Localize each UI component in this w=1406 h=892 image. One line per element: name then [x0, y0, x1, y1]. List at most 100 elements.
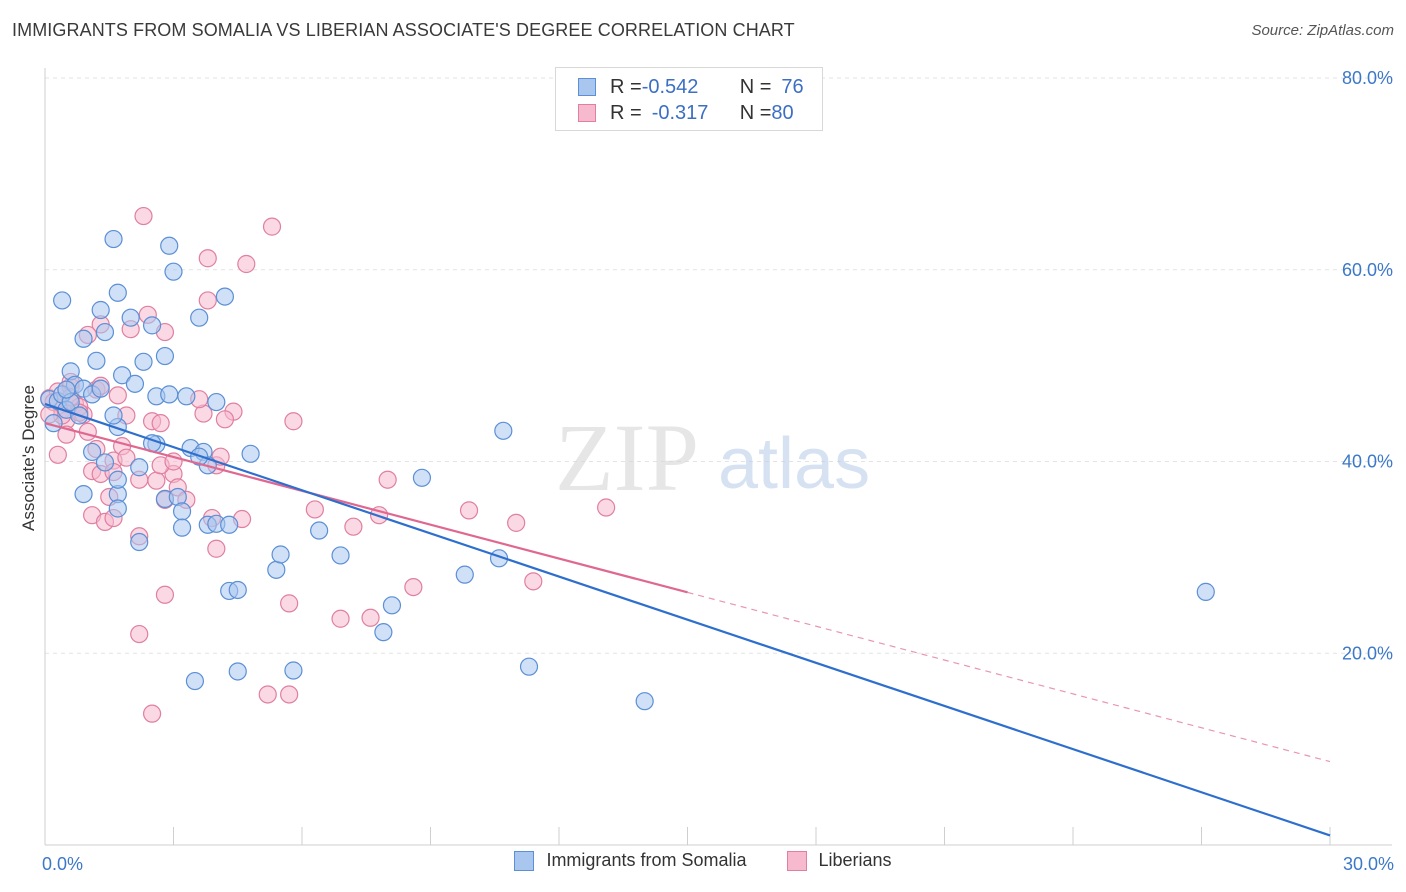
somalia-point [172, 518, 192, 537]
somalia-point [91, 300, 110, 320]
legend-item-somalia: Immigrants from Somalia [514, 850, 747, 871]
somalia-point [95, 322, 115, 342]
somalia-point [104, 229, 123, 249]
somalia-point [57, 380, 76, 399]
liberian-point [404, 577, 423, 597]
liberian-point [151, 414, 170, 433]
stats-row-somalia: R = -0.542 N = 76 [578, 74, 804, 100]
watermark: ZIP atlas [555, 404, 870, 511]
liberian-point [262, 217, 282, 236]
liberian-point [331, 609, 350, 628]
somalia-point [635, 692, 654, 711]
somalia-point [74, 329, 93, 348]
y-axis-label: Associate's Degree [19, 385, 38, 531]
somalia-point [160, 385, 179, 404]
n-label: N = [739, 101, 772, 124]
liberian-point [524, 572, 543, 591]
somalia-swatch [578, 78, 596, 96]
stats-legend: R = -0.542 N = 76 R = -0.317 N = 80 [555, 67, 823, 131]
somalia-point [284, 661, 303, 680]
series-legend: Immigrants from Somalia Liberians [0, 850, 1406, 871]
grid-lines [45, 77, 1392, 654]
somalia-point [91, 379, 110, 398]
somalia-point [164, 262, 183, 281]
somalia-points [40, 229, 1215, 711]
liberian-point [597, 498, 616, 517]
legend-label-somalia: Immigrants from Somalia [546, 850, 747, 870]
liberian-point [215, 410, 234, 429]
somalia-point [374, 623, 393, 642]
somalia-point [134, 352, 153, 371]
liberian-swatch [578, 104, 596, 122]
liberian-point [130, 624, 149, 644]
somalia-point [108, 499, 127, 518]
somalia-point [412, 468, 432, 487]
watermark-zip: ZIP [555, 404, 699, 511]
n-value: 76 [781, 75, 804, 98]
somalia-point [177, 387, 196, 406]
somalia-point [172, 502, 192, 521]
somalia-point [331, 546, 350, 565]
somalia-point [142, 316, 162, 335]
liberian-point [378, 470, 397, 489]
r-label: R = [610, 75, 642, 98]
somalia-point [228, 580, 247, 600]
liberian-trend-line-extension [687, 591, 1331, 763]
axes [44, 68, 1392, 846]
somalia-point [155, 346, 175, 366]
liberian-point [237, 254, 256, 274]
liberian-point [344, 517, 363, 536]
tick-labels: 20.0% 40.0% 60.0% 80.0% 0.0% 30.0% [42, 68, 1394, 874]
liberian-point [48, 445, 67, 464]
chart-title: IMMIGRANTS FROM SOMALIA VS LIBERIAN ASSO… [12, 20, 795, 40]
liberian-point [155, 585, 175, 604]
somalia-point [185, 671, 205, 691]
liberian-point [280, 594, 299, 613]
somalia-point [494, 421, 513, 440]
stats-row-liberian: R = -0.317 N = 80 [578, 100, 794, 126]
liberian-point [305, 500, 324, 519]
somalia-point [190, 308, 209, 327]
liberian-point [147, 471, 166, 490]
somalia-point [53, 291, 72, 310]
liberian-point [117, 448, 136, 467]
x-tick-label: 0.0% [42, 854, 83, 874]
y-tick-label: 80.0% [1342, 68, 1393, 88]
somalia-point [112, 366, 132, 385]
liberian-point [284, 412, 303, 431]
liberian-point [198, 249, 217, 268]
somalia-point [121, 308, 140, 327]
somalia-point [83, 442, 102, 462]
x-tick-label: 30.0% [1343, 854, 1394, 874]
source-label: Source: ZipAtlas.com [1251, 22, 1394, 39]
somalia-point [1196, 582, 1215, 601]
n-value: 80 [771, 101, 794, 124]
somalia-point [108, 470, 127, 489]
somalia-point [519, 657, 539, 676]
liberian-point [459, 501, 479, 520]
y-tick-label: 40.0% [1342, 452, 1393, 472]
somalia-point [241, 444, 260, 463]
somalia-point [382, 596, 402, 615]
somalia-point [74, 484, 93, 504]
somalia-point [267, 560, 286, 579]
somalia-point [130, 532, 149, 552]
liberian-point [507, 513, 526, 532]
somalia-point [87, 351, 106, 370]
somalia-point [160, 236, 179, 255]
somalia-point [130, 458, 149, 477]
liberian-point [361, 608, 380, 627]
somalia-point [455, 565, 474, 584]
legend-label-liberian: Liberians [818, 850, 892, 870]
r-value: -0.542 [641, 75, 699, 98]
legend-item-liberian: Liberians [786, 850, 892, 871]
liberian-point [280, 685, 299, 704]
somalia-point [215, 287, 234, 306]
somalia-legend-swatch [514, 850, 535, 871]
somalia-point [104, 406, 123, 425]
liberian-point [207, 539, 226, 558]
liberian-legend-swatch [786, 850, 807, 871]
somalia-point [108, 283, 127, 302]
liberian-point [108, 386, 127, 405]
